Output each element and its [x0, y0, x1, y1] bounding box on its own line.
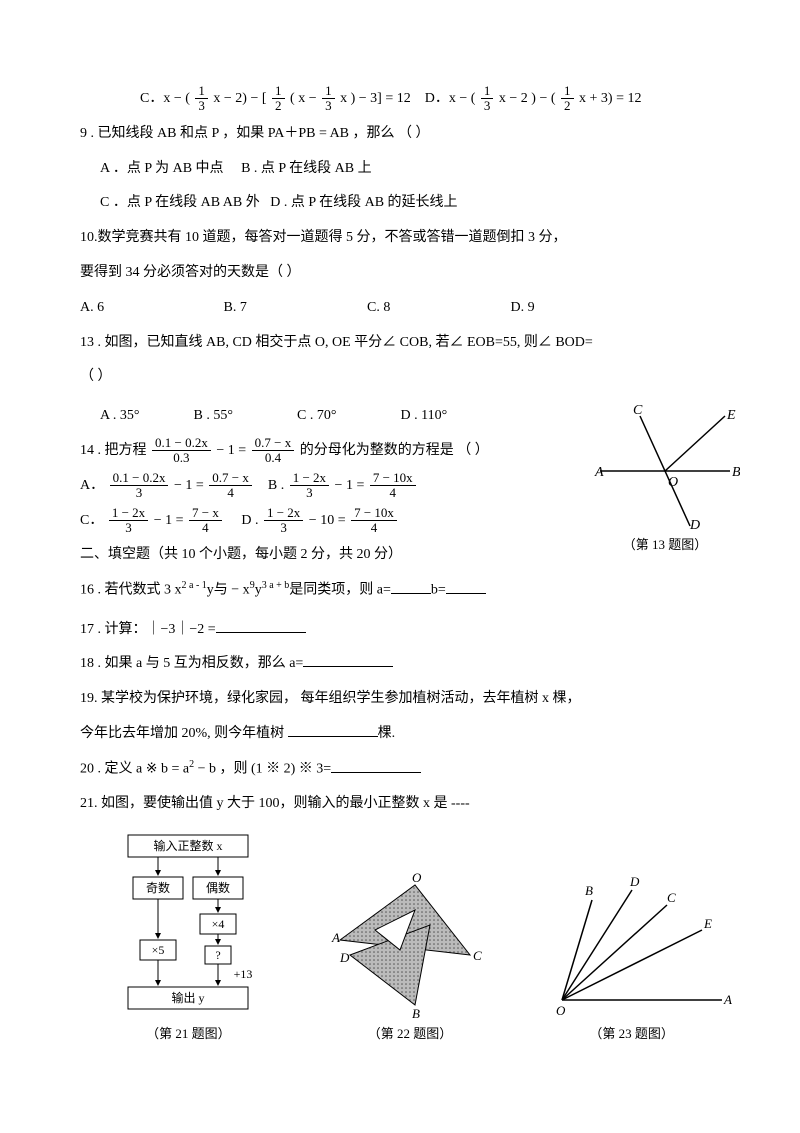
q13-stem: 13 . 如图，已知直线 AB, CD 相交于点 O, OE 平分∠ COB, …: [80, 328, 740, 359]
frac: 7 − 10x4: [370, 471, 416, 501]
q13-row: A . 35° B . 55° C . 70° D . 110° 14 . 把方…: [80, 397, 740, 610]
svg-text:O: O: [668, 475, 678, 490]
q20: 20 . 定义 a ※ b = a2 − b ，则 (1 ※ 2) ※ 3=: [80, 754, 740, 785]
svg-text:D: D: [629, 874, 640, 889]
svg-text:D: D: [339, 950, 350, 965]
fig23-svg: O A B D C E: [532, 870, 732, 1020]
exam-page: C．x − ( 13 x − 2) − [ 12 ( x − 13 x ) − …: [0, 0, 800, 1089]
svg-text:输出 y: 输出 y: [172, 990, 205, 1005]
fig22-svg: A O C D B: [320, 870, 500, 1020]
q18: 18 . 如果 a 与 5 互为相反数，那么 a=: [80, 649, 740, 680]
q13-stem2: （ ）: [80, 362, 740, 393]
q9-cd: C ．点 P 在线段 AB AB 外 D . 点 P 在线段 AB 的延长线上: [80, 188, 740, 219]
blank: [216, 618, 306, 633]
svg-text:A: A: [594, 465, 604, 480]
svg-text:奇数: 奇数: [146, 880, 170, 895]
q14-ab: A． 0.1 − 0.2x3 − 1 = 0.7 − x4 B . 1 − 2x…: [80, 471, 590, 502]
q16: 16 . 若代数式 3 x2 a - 1y与 − x9y3 a + b是同类项，…: [80, 575, 590, 606]
frac: 7 − x4: [189, 506, 222, 536]
svg-text:O: O: [412, 870, 422, 885]
frac: 1 − 2x3: [264, 506, 303, 536]
q19-l2: 今年比去年增加 20%, 则今年植树 棵.: [80, 719, 740, 750]
svg-text:D: D: [689, 518, 700, 531]
fig21-caption: （第 21 题图）: [80, 1020, 297, 1049]
q10-stem2: 要得到 34 分必须答对的天数是（ ）: [80, 258, 740, 289]
frac: 0.7 − x4: [209, 471, 252, 501]
figure-22: A O C D B （第 22 题图）: [302, 870, 519, 1049]
frac: 12: [272, 84, 285, 114]
frac: 0.7 − x0.4: [252, 436, 295, 466]
svg-text:?: ?: [216, 948, 221, 962]
frac: 1 − 2x3: [109, 506, 148, 536]
blank: [391, 579, 431, 594]
q8-options-cd: C．x − ( 13 x − 2) − [ 12 ( x − 13 x ) − …: [80, 84, 740, 115]
svg-text:E: E: [703, 916, 712, 931]
blank: [303, 652, 393, 667]
fig23-caption: （第 23 题图）: [523, 1020, 740, 1049]
frac: 7 − 10x4: [351, 506, 397, 536]
blank: [446, 579, 486, 594]
svg-text:O: O: [556, 1003, 566, 1018]
q17: 17 . 计算：｜−3｜−2 =: [80, 615, 740, 646]
frac: 13: [481, 84, 494, 114]
fig21-svg: 输入正整数 x 奇数 偶数 ×4 ×5 ? +13: [88, 830, 288, 1020]
svg-text:A: A: [723, 992, 732, 1007]
q14-cd: C． 1 − 2x3 − 1 = 7 − x4 D . 1 − 2x3 − 10…: [80, 506, 590, 537]
q8c-pre: C．x − (: [140, 91, 190, 106]
svg-text:C: C: [473, 948, 482, 963]
svg-text:×5: ×5: [152, 943, 165, 957]
blank: [331, 758, 421, 773]
svg-text:输入正整数 x: 输入正整数 x: [154, 838, 223, 853]
svg-text:B: B: [585, 883, 593, 898]
figure-23: O A B D C E （第 23 题图）: [523, 870, 740, 1049]
q14-stem: 14 . 把方程 0.1 − 0.2x0.3 − 1 = 0.7 − x0.4 …: [80, 436, 590, 467]
frac: 12: [561, 84, 574, 114]
svg-text:C: C: [633, 403, 643, 418]
blank: [288, 722, 378, 737]
svg-text:+13: +13: [234, 967, 253, 981]
svg-text:B: B: [732, 465, 740, 480]
svg-text:A: A: [331, 930, 340, 945]
svg-text:E: E: [726, 408, 736, 423]
frac: 13: [195, 84, 208, 114]
q19-l1: 19. 某学校为保护环境，绿化家园， 每年组织学生参加植树活动，去年植树 x 棵…: [80, 684, 740, 715]
fig13-svg: A B C D E O: [590, 401, 740, 531]
fig13-caption: （第 13 题图）: [590, 531, 740, 560]
q9-ab: A ．点 P 为 AB 中点 B . 点 P 在线段 AB 上: [80, 154, 740, 185]
svg-text:C: C: [667, 890, 676, 905]
svg-text:偶数: 偶数: [206, 880, 230, 895]
q10-opts: A. 6 B. 7 C. 8 D. 9: [80, 293, 740, 324]
q9-stem: 9 . 已知线段 AB 和点 P ，如果 PA＋PB = AB ，那么 （ ）: [80, 119, 740, 150]
frac: 0.1 − 0.2x3: [110, 471, 169, 501]
figures-row: 输入正整数 x 奇数 偶数 ×4 ×5 ? +13: [80, 830, 740, 1049]
q21: 21. 如图，要使输出值 y 大于 100，则输入的最小正整数 x 是 ----: [80, 789, 740, 820]
q13-opts: A . 35° B . 55° C . 70° D . 110°: [80, 401, 590, 432]
fig22-caption: （第 22 题图）: [302, 1020, 519, 1049]
svg-text:×4: ×4: [212, 917, 225, 931]
section2-title: 二、填空题（共 10 个小题，每小题 2 分，共 20 分）: [80, 540, 590, 571]
figure-21: 输入正整数 x 奇数 偶数 ×4 ×5 ? +13: [80, 830, 297, 1049]
frac: 13: [322, 84, 335, 114]
svg-text:B: B: [412, 1006, 420, 1020]
frac: 0.1 − 0.2x0.3: [152, 436, 211, 466]
q10-stem: 10.数学竞赛共有 10 道题，每答对一道题得 5 分，不答或答错一道题倒扣 3…: [80, 223, 740, 254]
frac: 1 − 2x3: [290, 471, 329, 501]
figure-13: A B C D E O （第 13 题图）: [590, 397, 740, 560]
